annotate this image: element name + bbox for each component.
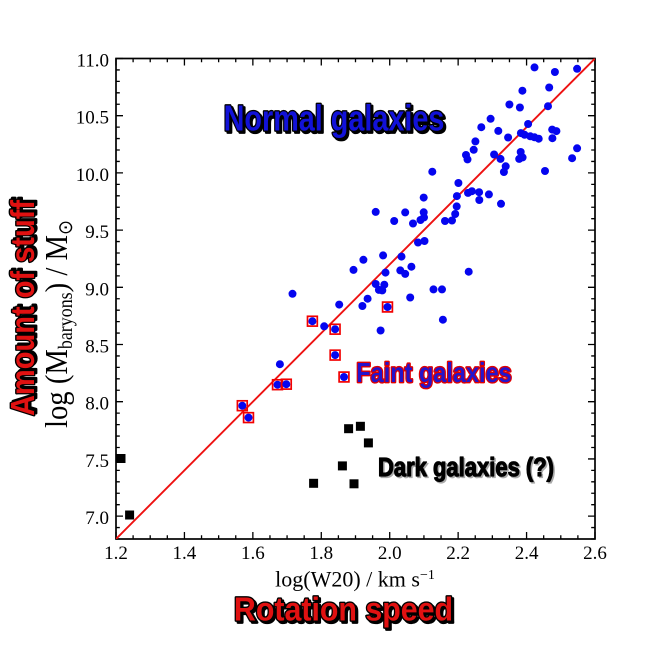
svg-text:Amount of stuff: Amount of stuff: [6, 197, 43, 414]
svg-text:Rotation speed: Rotation speed: [236, 592, 455, 629]
svg-text:2.2: 2.2: [446, 543, 470, 564]
svg-text:Dark galaxies (?): Dark galaxies (?): [378, 453, 554, 482]
svg-text:1.8: 1.8: [309, 543, 333, 564]
svg-text:Normal galaxies: Normal galaxies: [224, 97, 445, 138]
svg-text:1.4: 1.4: [173, 543, 197, 564]
svg-text:Rotation speed: Rotation speed: [234, 590, 453, 627]
svg-text:Dark galaxies (?): Dark galaxies (?): [379, 455, 555, 484]
svg-text:10.0: 10.0: [76, 165, 109, 186]
svg-text:2.4: 2.4: [515, 543, 539, 564]
svg-text:9.0: 9.0: [85, 279, 109, 300]
svg-text:10.5: 10.5: [76, 108, 109, 129]
svg-text:2.0: 2.0: [378, 543, 402, 564]
svg-text:7.0: 7.0: [85, 508, 109, 529]
svg-text:log(W20) / km s−1: log(W20) / km s−1: [275, 567, 435, 592]
svg-text:Amount of stuff: Amount of stuff: [4, 199, 41, 416]
svg-text:1.6: 1.6: [241, 543, 265, 564]
svg-text:Normal galaxies: Normal galaxies: [226, 99, 447, 140]
svg-text:11.0: 11.0: [76, 51, 109, 72]
svg-text:1.2: 1.2: [104, 543, 128, 564]
svg-text:7.5: 7.5: [85, 451, 109, 472]
svg-text:9.5: 9.5: [85, 222, 109, 243]
svg-text:8.5: 8.5: [85, 337, 109, 358]
svg-text:2.6: 2.6: [583, 543, 607, 564]
svg-text:Faint galaxies: Faint galaxies: [356, 358, 511, 388]
svg-text:8.0: 8.0: [85, 394, 109, 415]
